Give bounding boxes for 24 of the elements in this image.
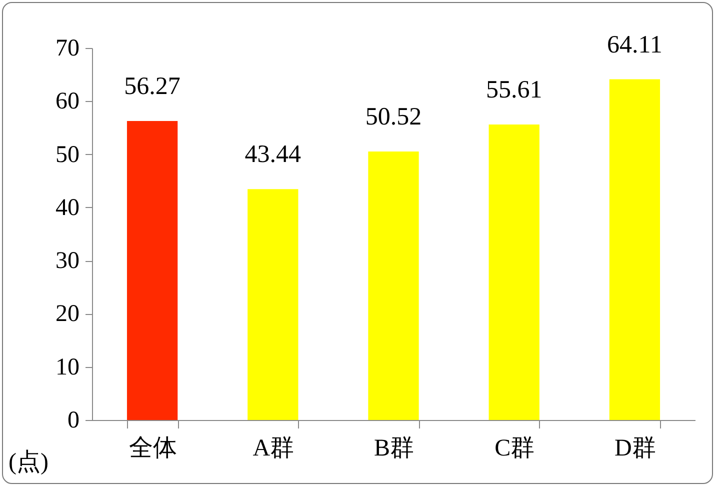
y-tick-label: 70 <box>56 36 80 62</box>
data-label: 50.52 <box>365 104 422 131</box>
bar <box>609 79 660 420</box>
data-label: 43.44 <box>244 141 302 168</box>
x-tick-label: C群 <box>494 436 535 462</box>
bar <box>248 189 298 420</box>
y-tick-label: 20 <box>56 301 80 328</box>
x-tick-label: 全体 <box>128 436 177 462</box>
y-tick-label: 40 <box>56 194 80 221</box>
data-label: 56.27 <box>124 72 180 100</box>
x-tick-label: D群 <box>614 436 656 462</box>
y-tick-label: 60 <box>56 88 80 115</box>
y-tick-label: 30 <box>56 248 80 274</box>
data-label: 64.11 <box>607 31 662 58</box>
y-tick-label: 0 <box>68 408 80 434</box>
y-tick-label: 50 <box>56 142 80 168</box>
y-axis-title: (点) <box>8 450 48 476</box>
x-tick-label: B群 <box>374 436 414 462</box>
bar <box>488 124 540 420</box>
bar <box>368 152 419 420</box>
data-label: 55.61 <box>486 76 542 104</box>
x-tick-label: A群 <box>252 436 294 462</box>
bar <box>126 120 178 420</box>
y-tick-label: 10 <box>56 354 80 380</box>
